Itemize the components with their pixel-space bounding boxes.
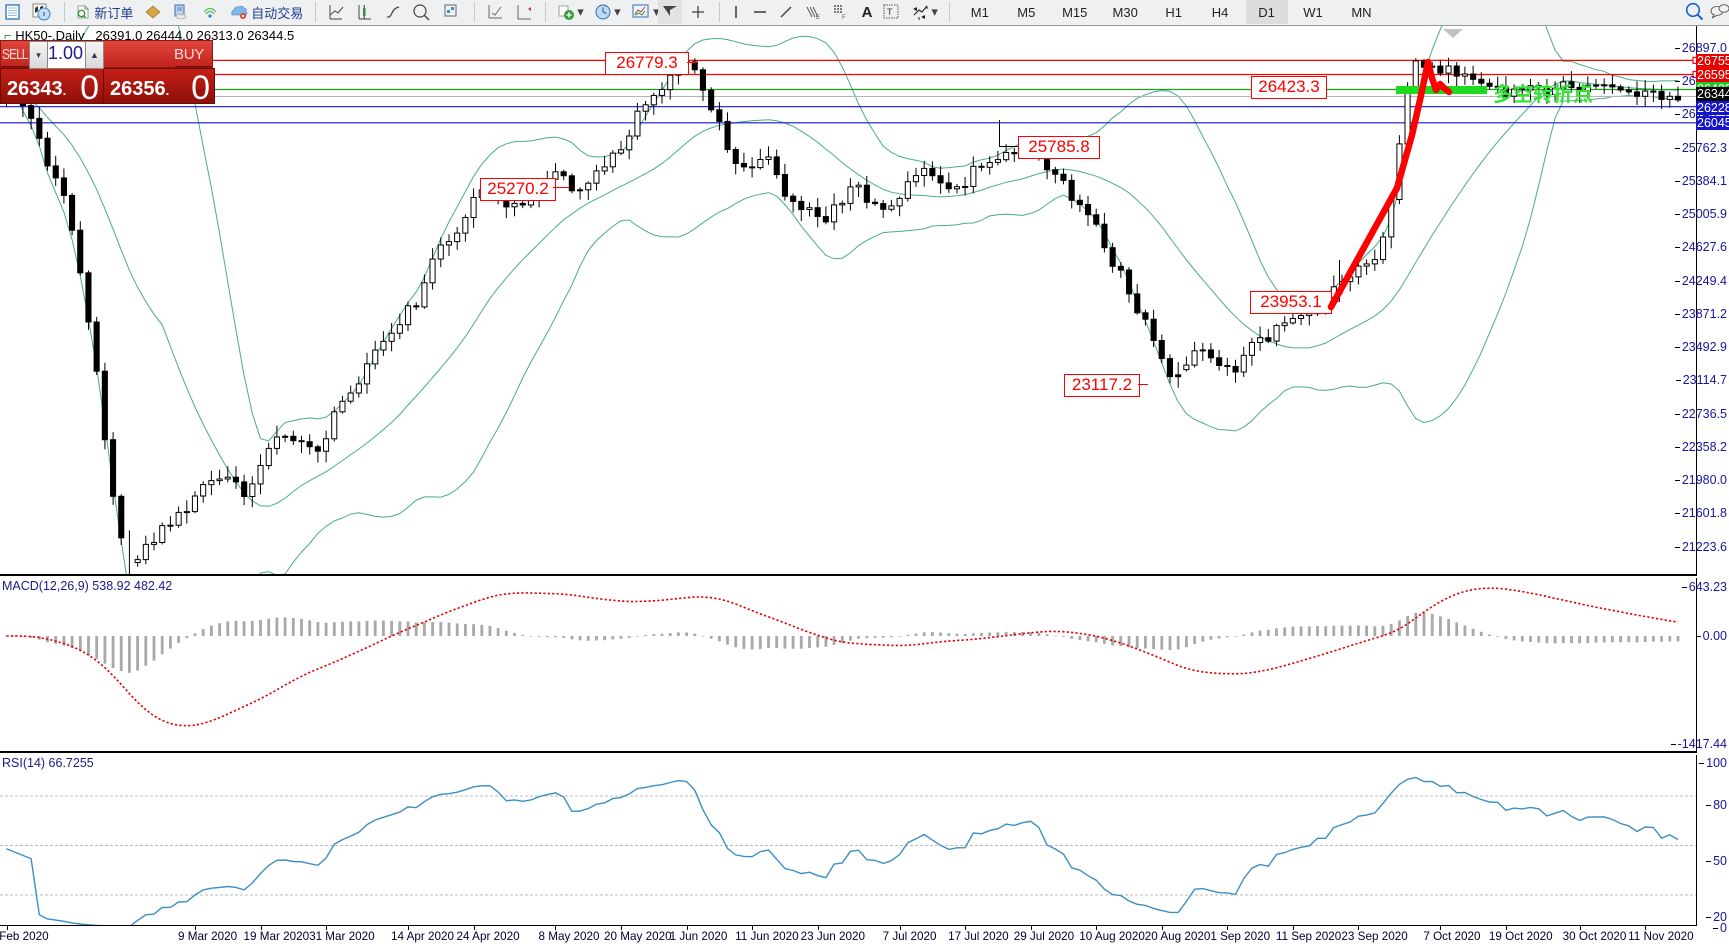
svg-text:F: F: [842, 15, 846, 20]
svg-text:T: T: [887, 7, 893, 17]
svg-text:E: E: [816, 15, 820, 20]
